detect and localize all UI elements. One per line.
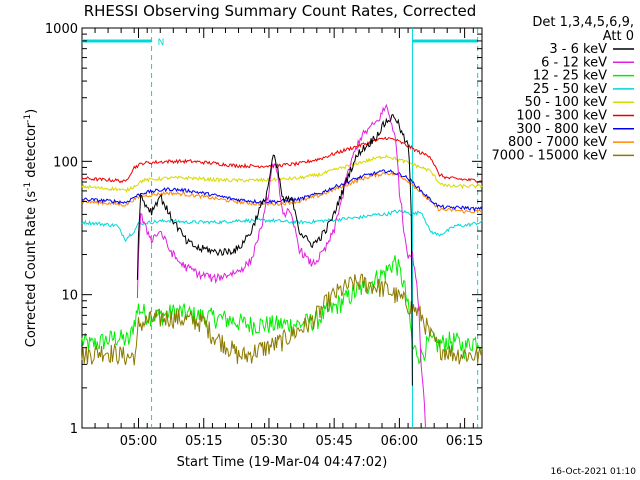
plot-frame xyxy=(81,27,483,429)
y-axis-label: Corrected Count Rate (s-1 detector-1) xyxy=(23,109,39,347)
series-layer xyxy=(81,103,483,429)
legend-entry-label: 800 - 7000 keV xyxy=(508,135,607,150)
y-tick-label: 1000 xyxy=(45,22,78,37)
legend-entry-label: 12 - 25 keV xyxy=(533,69,607,84)
x-tick-label: 05:15 xyxy=(185,434,222,449)
x-tick-label: 06:15 xyxy=(446,434,483,449)
series-line-6 xyxy=(81,169,483,213)
y-axis: 1 10 100 1000 xyxy=(45,22,482,437)
y-tick-label: 100 xyxy=(53,155,78,170)
legend-entry-label: 300 - 800 keV xyxy=(516,122,607,137)
series-line-0 xyxy=(136,113,413,386)
series-line-7 xyxy=(81,171,482,214)
y-tick-label: 10 xyxy=(61,289,78,304)
night-bars: N xyxy=(82,38,478,48)
x-tick-label: 05:30 xyxy=(250,434,287,449)
legend-entry-label: 50 - 100 keV xyxy=(525,95,608,110)
series-line-5 xyxy=(81,136,483,184)
night-bar-label: N xyxy=(158,38,165,48)
legend-header-det: Det 1,3,4,5,6,9, xyxy=(532,15,634,30)
x-tick-label: 05:45 xyxy=(315,434,352,449)
legend-entry-label: 100 - 300 keV xyxy=(516,109,607,124)
legend-entry-label: 3 - 6 keV xyxy=(549,42,607,57)
legend-entry-label: 25 - 50 keV xyxy=(533,82,607,97)
chart-title: RHESSI Observing Summary Count Rates, Co… xyxy=(84,2,477,20)
footer-date: 16-Oct-2021 01:10 xyxy=(551,467,637,477)
legend-entry-label: 7000 - 15000 keV xyxy=(492,148,608,163)
legend-header-att: Att 0 xyxy=(603,29,634,44)
series-line-1 xyxy=(136,103,426,429)
x-axis-label: Start Time (19-Mar-04 04:47:02) xyxy=(177,455,388,470)
series-line-8 xyxy=(81,273,483,366)
legend-entry-label: 6 - 12 keV xyxy=(541,55,607,70)
x-tick-label: 06:00 xyxy=(381,434,418,449)
series-line-3 xyxy=(81,209,483,243)
series-line-4 xyxy=(81,154,483,194)
y-tick-label: 1 xyxy=(70,422,78,437)
x-axis: 05:00 05:15 05:30 05:45 06:00 06:15 xyxy=(94,28,483,449)
x-tick-label: 05:00 xyxy=(120,434,157,449)
